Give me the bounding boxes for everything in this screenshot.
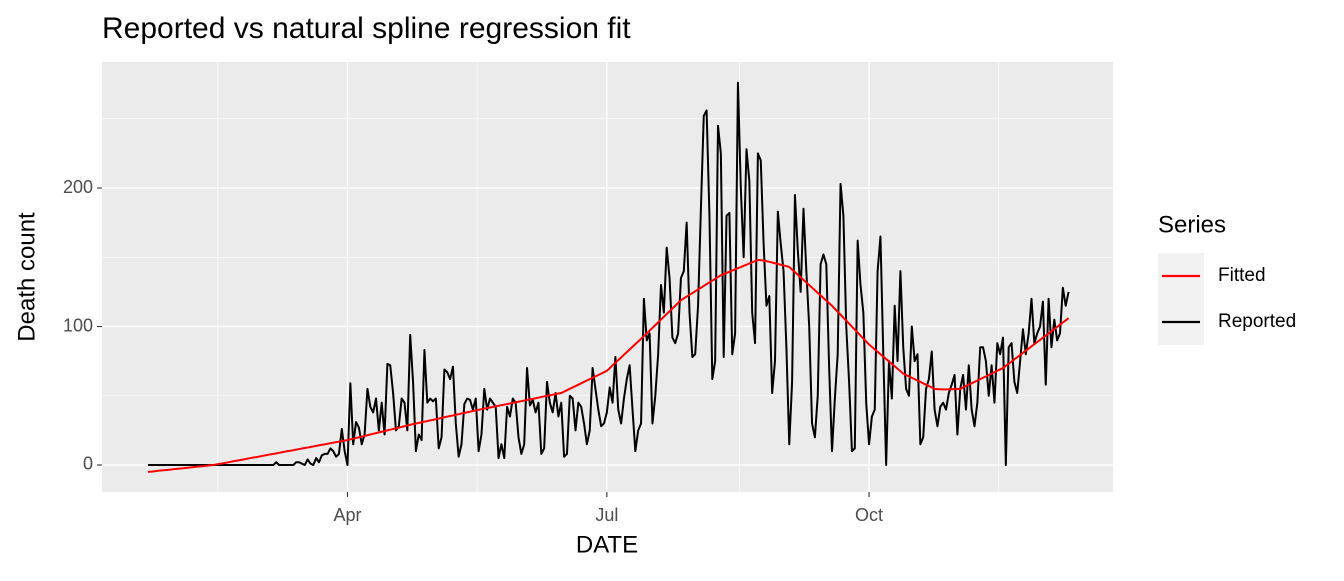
- axes: 0 100 200 Apr Jul Oct: [63, 177, 883, 525]
- legend: Series Fitted Reported: [1158, 211, 1296, 345]
- y-tick-label: 100: [63, 315, 93, 335]
- panel: [102, 62, 1113, 492]
- y-tick-label: 0: [83, 454, 93, 474]
- series-line: [147, 259, 1070, 473]
- x-tick-label: Jul: [595, 505, 618, 525]
- legend-title: Series: [1158, 211, 1226, 238]
- y-axis-title: Death count: [13, 212, 40, 342]
- series-line: [148, 81, 1070, 466]
- x-tick-label: Oct: [855, 505, 883, 525]
- x-tick-label: Apr: [333, 505, 361, 525]
- legend-label: Fitted: [1218, 265, 1266, 286]
- chart-title: Reported vs natural spline regression fi…: [102, 12, 631, 45]
- legend-label: Reported: [1218, 311, 1296, 332]
- y-tick-label: 200: [63, 177, 93, 197]
- x-axis-title: DATE: [576, 531, 638, 558]
- lines: [147, 81, 1070, 473]
